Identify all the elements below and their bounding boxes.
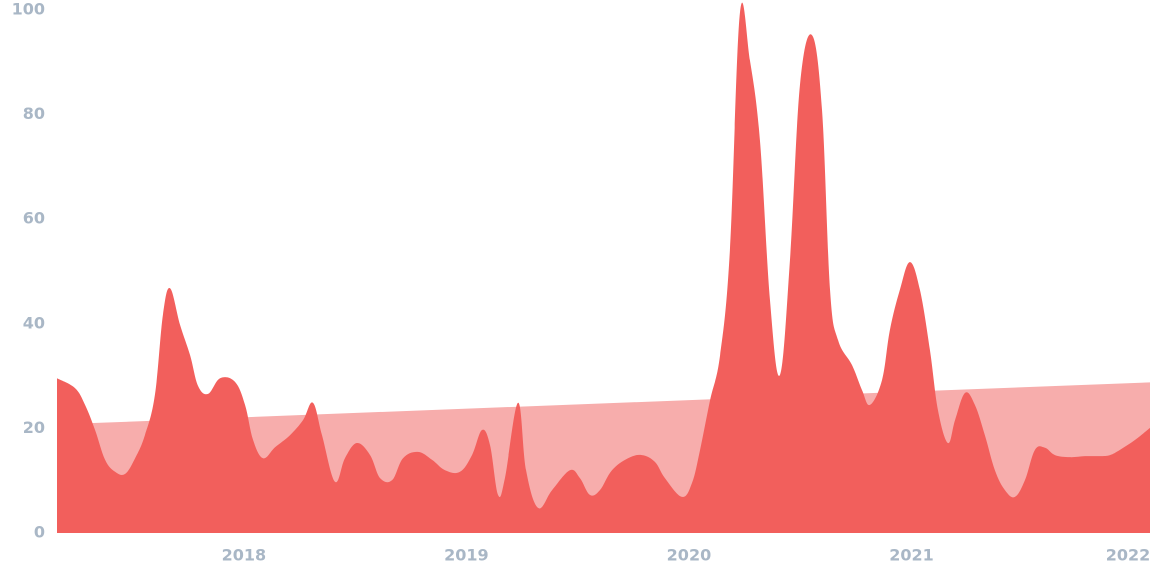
x-tick-label: 2019	[444, 546, 489, 565]
x-tick-label: 2022	[1106, 546, 1151, 565]
x-tick-label: 2020	[667, 546, 712, 565]
y-tick-label: 100	[12, 0, 45, 19]
y-tick-label: 0	[34, 523, 45, 542]
y-tick-label: 60	[23, 209, 45, 228]
y-tick-label: 20	[23, 418, 45, 437]
area	[57, 2, 1150, 534]
y-tick-label: 40	[23, 313, 45, 332]
x-tick-label: 2021	[889, 546, 934, 565]
x-tick-label: 2018	[222, 546, 267, 565]
y-tick-label: 80	[23, 104, 45, 123]
